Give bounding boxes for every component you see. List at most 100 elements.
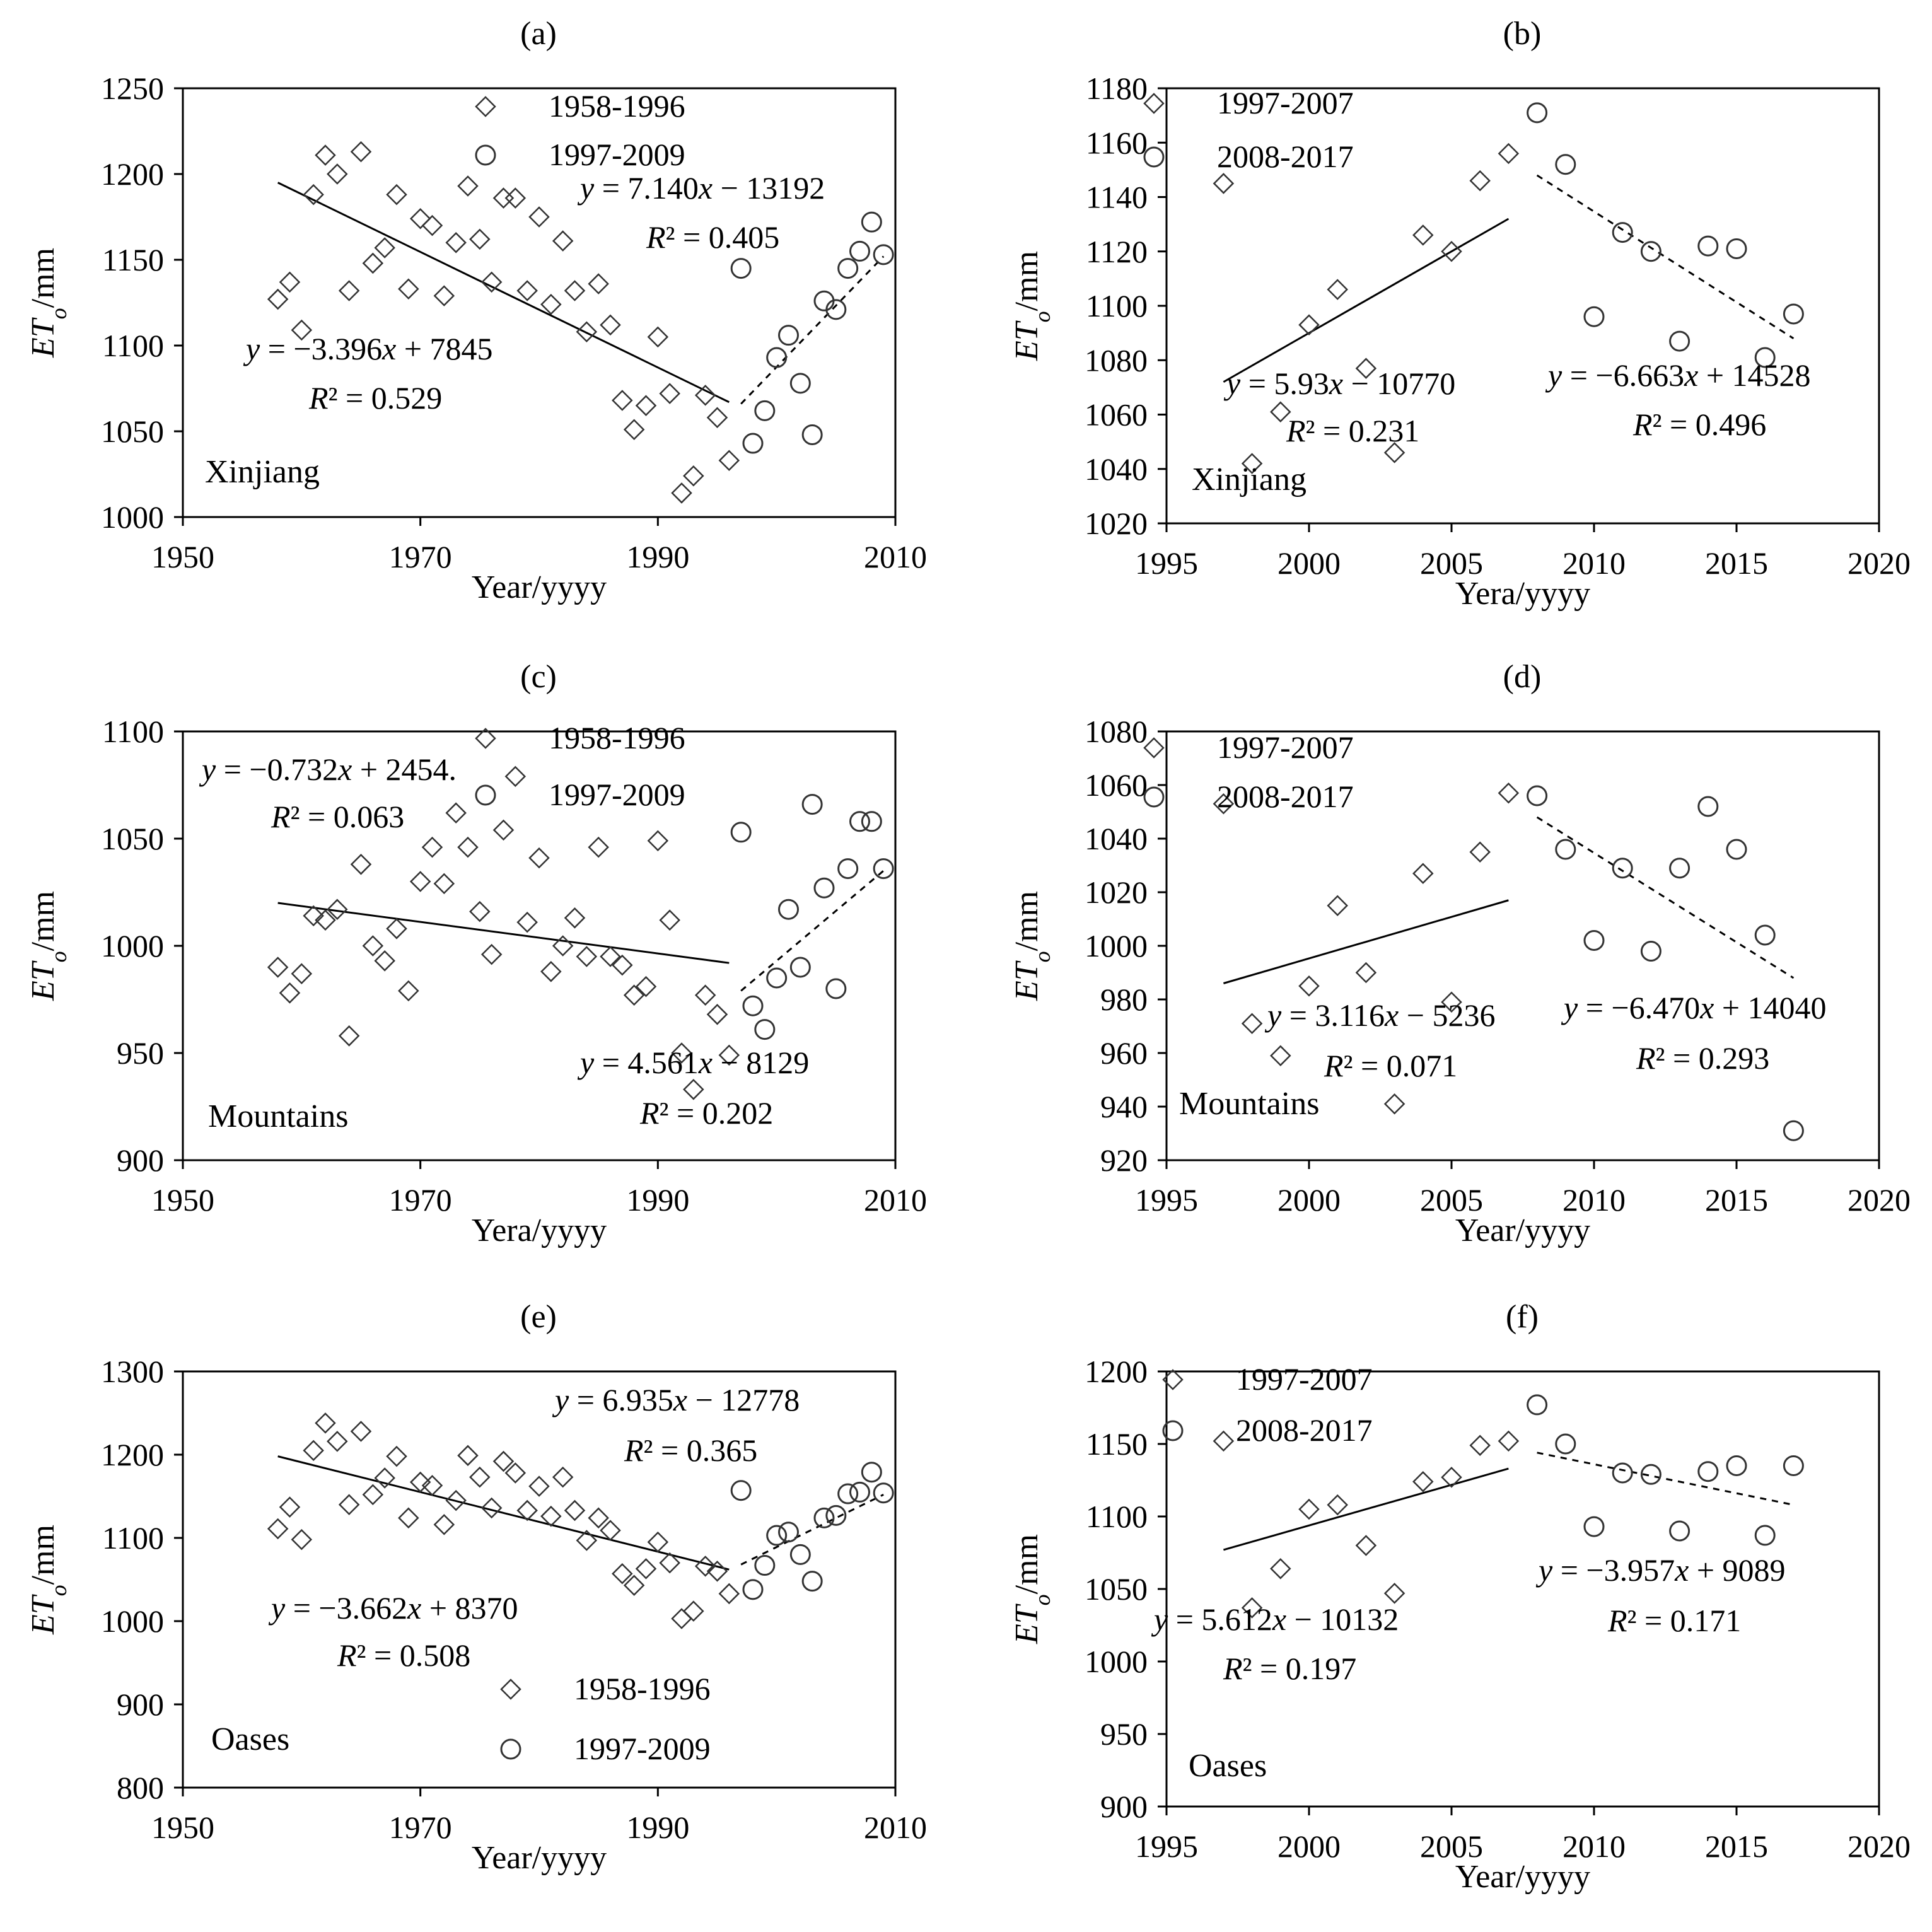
- data-point-diamond: [564, 907, 586, 929]
- data-point-circle: [825, 299, 847, 320]
- x-tick-label: 1995: [1135, 1829, 1198, 1864]
- data-point-diamond: [683, 1079, 704, 1100]
- data-point-diamond: [528, 206, 550, 228]
- x-tick-label: 1950: [151, 1182, 214, 1218]
- data-point-diamond: [1213, 1430, 1235, 1452]
- x-tick-label: 1990: [626, 539, 689, 574]
- data-point-diamond: [1241, 1597, 1263, 1619]
- data-point-diamond: [303, 183, 324, 206]
- data-point-diamond: [576, 321, 598, 343]
- data-point-diamond: [350, 141, 372, 163]
- data-point-diamond: [279, 982, 301, 1004]
- series-2008-2017: [1527, 1394, 1804, 1546]
- y-tick-label: 1020: [1085, 506, 1148, 541]
- trend-line-solid: [1223, 1467, 1509, 1551]
- x-tick-label: 2020: [1848, 1829, 1911, 1864]
- x-axis-label: Yera/yyyy: [472, 1213, 607, 1248]
- data-point-diamond: [588, 836, 609, 858]
- data-point-circle: [861, 1462, 882, 1483]
- chart-panel-d: (d) 920 940 960 980 1000 1020 1040 1060 1080 1995 2…: [1009, 659, 1911, 1248]
- data-point-circle: [813, 877, 835, 899]
- x-tick-label: 2010: [864, 1182, 927, 1218]
- data-point-diamond: [576, 946, 598, 967]
- data-point-diamond: [338, 1025, 360, 1047]
- data-point-diamond: [409, 207, 431, 230]
- y-tick-label: 1150: [1086, 1426, 1148, 1462]
- trend-line-solid: [1223, 218, 1510, 383]
- data-point-circle: [766, 1525, 788, 1546]
- data-point-diamond: [694, 385, 716, 406]
- data-point-circle: [754, 1019, 776, 1040]
- data-point-diamond: [469, 1466, 491, 1488]
- data-point-circle: [1726, 1455, 1747, 1476]
- data-point-circle: [754, 400, 776, 421]
- data-point-diamond: [445, 232, 467, 253]
- data-point-circle: [730, 258, 752, 279]
- data-point-diamond: [1355, 1535, 1377, 1556]
- chart-panel-a: (a) 1000 1050 1100 1150 1200 1250 1950 1970 1990 2…: [25, 16, 927, 605]
- region-label: Mountains: [208, 1098, 348, 1134]
- legend-label: 2008-2017: [1236, 1412, 1373, 1448]
- plot-frame: [182, 1370, 897, 1789]
- trend-line-dashed: [1536, 816, 1795, 979]
- legend-label: 1958-1996: [574, 1671, 711, 1706]
- series-2008-2017: [1527, 102, 1804, 368]
- x-tick-label: 2005: [1420, 545, 1483, 581]
- y-tick-label: 920: [1100, 1143, 1148, 1178]
- y-tick-label: 1080: [1085, 714, 1148, 749]
- y-tick-label: 950: [117, 1035, 164, 1071]
- data-point-diamond: [659, 383, 680, 404]
- data-point-diamond: [386, 1445, 407, 1467]
- data-point-diamond: [1498, 782, 1520, 804]
- data-point-diamond: [635, 1558, 657, 1580]
- fit-r2: R² = 0.197: [1223, 1651, 1356, 1686]
- data-point-diamond: [1241, 453, 1263, 474]
- x-tick-label: 2005: [1420, 1829, 1483, 1864]
- legend-marker-circle: [1143, 146, 1165, 168]
- data-point-diamond: [600, 314, 621, 336]
- data-point-diamond: [433, 1514, 455, 1535]
- data-point-diamond: [540, 961, 562, 982]
- legend-label: 1958-1996: [549, 720, 685, 755]
- y-tick-label: 1020: [1085, 875, 1148, 910]
- x-tick-label: 1990: [626, 1810, 689, 1845]
- data-point-diamond: [1383, 442, 1405, 463]
- data-point-circle: [1640, 941, 1661, 962]
- data-point-diamond: [421, 214, 443, 236]
- data-point-diamond: [718, 450, 740, 472]
- data-point-circle: [730, 822, 752, 843]
- y-tick-label: 1050: [101, 821, 164, 856]
- data-point-diamond: [694, 984, 716, 1006]
- y-tick-label: 1200: [101, 1437, 164, 1472]
- data-point-circle: [1726, 238, 1747, 259]
- data-point-diamond: [552, 1466, 574, 1488]
- x-tick-label: 1995: [1135, 1182, 1198, 1218]
- fit-equation: y = 3.116x − 5236: [1264, 998, 1495, 1033]
- y-tick-label: 1040: [1085, 451, 1148, 487]
- region-label: Mountains: [1179, 1086, 1319, 1122]
- data-point-circle: [1555, 154, 1576, 175]
- x-tick-label: 2015: [1705, 545, 1768, 581]
- data-point-diamond: [516, 280, 538, 301]
- y-tick-label: 1120: [1086, 234, 1148, 269]
- data-point-diamond: [303, 1440, 324, 1462]
- panels: (a) 1000 1050 1100 1150 1200 1250 1950 1970 1990 2…: [25, 16, 1911, 1895]
- data-point-diamond: [706, 1561, 728, 1582]
- y-tick-label: 1060: [1085, 397, 1148, 433]
- data-point-diamond: [659, 909, 680, 931]
- fit-r2: R² = 0.171: [1607, 1603, 1741, 1638]
- fit-equation: y = −0.732x + 2454.: [199, 752, 457, 787]
- data-point-circle: [1754, 924, 1776, 946]
- data-point-diamond: [409, 1471, 431, 1493]
- y-axis-label: ETo/mm: [25, 248, 71, 358]
- series-2008-2017: [1527, 785, 1804, 1141]
- data-point-circle: [1612, 1462, 1633, 1484]
- data-point-diamond: [1327, 1494, 1348, 1516]
- data-point-circle: [801, 794, 823, 815]
- data-point-circle: [825, 978, 847, 999]
- data-point-diamond: [480, 943, 503, 965]
- x-tick-label: 2020: [1848, 1182, 1911, 1218]
- data-point-diamond: [647, 326, 669, 348]
- data-point-diamond: [612, 1562, 633, 1585]
- data-point-circle: [849, 811, 870, 832]
